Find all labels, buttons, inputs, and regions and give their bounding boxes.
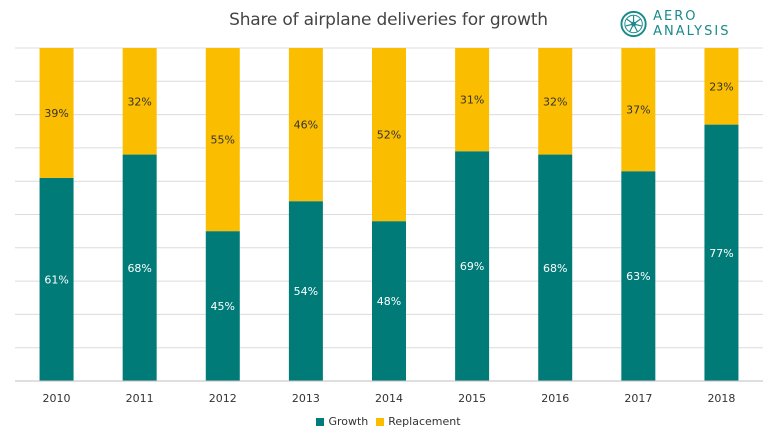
data-label-growth: 77% xyxy=(709,247,733,260)
bars xyxy=(39,48,739,381)
x-axis: 2010 2011 2012 2013 2014 2015 2016 2017 2018 xyxy=(15,380,763,405)
x-tick-label: 2011 xyxy=(126,392,154,405)
logo-text: AERO ANALYSIS xyxy=(653,9,731,39)
data-label-replacement: 52% xyxy=(377,129,401,142)
legend-swatch-growth xyxy=(316,417,325,426)
data-labels: 61% 39% 68% 32% 45% 55% 54% 46% 48% 52% 69% 31% 68% 3… xyxy=(44,80,733,313)
bar-replacement xyxy=(39,48,74,178)
data-label-replacement: 55% xyxy=(211,134,235,147)
data-label-replacement: 23% xyxy=(709,80,733,93)
data-label-replacement: 37% xyxy=(626,104,650,117)
data-label-growth: 54% xyxy=(294,285,318,298)
legend-label-growth: Growth xyxy=(328,415,369,428)
data-label-growth: 45% xyxy=(211,300,235,313)
bar-replacement xyxy=(704,48,739,125)
bar-growth xyxy=(372,221,406,381)
bar-replacement xyxy=(538,48,573,155)
chart-title: Share of airplane deliveries for growth xyxy=(229,10,548,30)
x-tick-label: 2015 xyxy=(458,392,486,405)
legend: Growth Replacement xyxy=(0,415,777,428)
bar-growth xyxy=(39,177,74,381)
x-tick-label: 2018 xyxy=(707,392,735,405)
data-label-replacement: 46% xyxy=(294,119,318,132)
bar-growth xyxy=(205,231,240,381)
legend-item-growth: Growth xyxy=(316,415,368,428)
data-label-growth: 68% xyxy=(543,262,567,275)
bar-replacement xyxy=(621,48,656,172)
legend-item-replacement: Replacement xyxy=(376,415,461,428)
data-label-growth: 48% xyxy=(377,295,401,308)
data-label-growth: 61% xyxy=(44,273,68,286)
x-tick-label: 2012 xyxy=(209,392,237,405)
x-tick-label: 2010 xyxy=(43,392,71,405)
bar-replacement xyxy=(288,48,323,202)
data-label-growth: 63% xyxy=(626,270,650,283)
x-tick-label: 2016 xyxy=(541,392,569,405)
aero-analysis-logo: AERO ANALYSIS xyxy=(620,8,777,40)
bar-replacement xyxy=(122,48,157,155)
bar-growth xyxy=(704,124,739,381)
bar-growth xyxy=(122,154,157,381)
bar-growth xyxy=(288,201,323,381)
bar-replacement xyxy=(455,48,490,152)
legend-label-replacement: Replacement xyxy=(388,415,461,428)
bar-replacement xyxy=(372,48,406,222)
data-label-growth: 69% xyxy=(460,260,484,273)
x-tick-label: 2013 xyxy=(292,392,320,405)
data-label-replacement: 31% xyxy=(460,94,484,107)
data-label-growth: 68% xyxy=(127,262,151,275)
x-tick-label: 2014 xyxy=(375,392,403,405)
legend-swatch-replacement xyxy=(376,417,385,426)
data-label-replacement: 32% xyxy=(127,95,151,108)
bar-growth xyxy=(538,154,573,381)
turbine-logo-icon xyxy=(620,10,647,38)
bar-replacement xyxy=(205,48,240,232)
data-label-replacement: 39% xyxy=(44,107,68,120)
bar-growth xyxy=(621,171,656,381)
bar-growth xyxy=(455,151,490,381)
data-label-replacement: 32% xyxy=(543,95,567,108)
x-tick-label: 2017 xyxy=(624,392,652,405)
